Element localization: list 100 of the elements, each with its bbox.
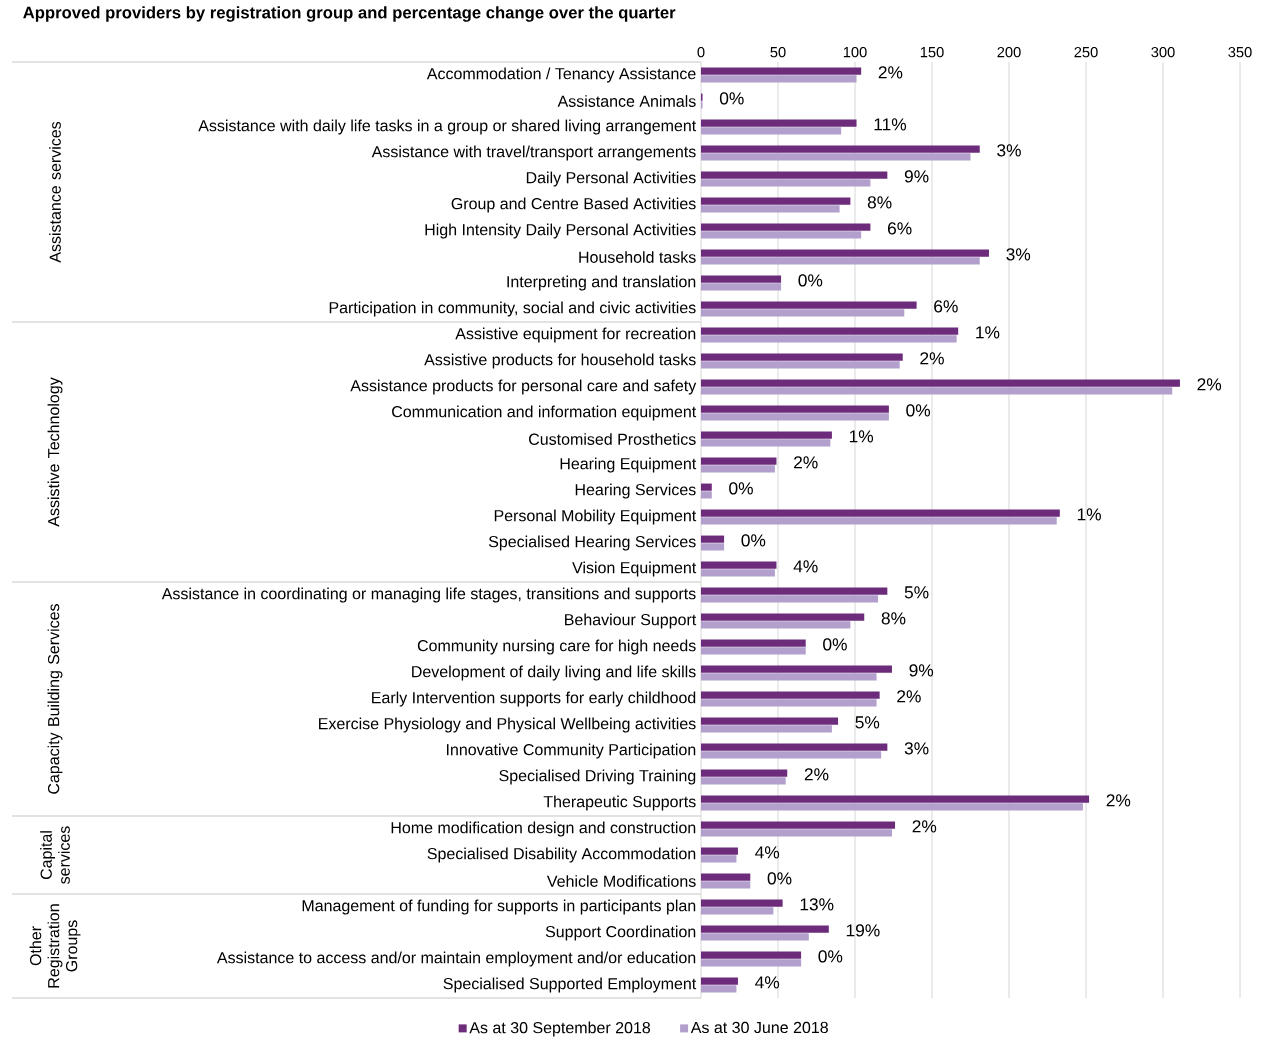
bar: [701, 925, 829, 933]
y-tick-label: Assistive products for household tasks: [424, 353, 696, 369]
text: Assistance services: [49, 121, 61, 263]
bar: [701, 275, 782, 283]
y-tick-label: Assistance in coordinating or managing life stages, transitions and supports: [161, 587, 696, 603]
bar: [701, 491, 712, 499]
text: Assistive Technology: [47, 377, 63, 527]
annotation: 6%: [887, 222, 912, 235]
annotation: 2%: [897, 690, 921, 703]
legend-label: As at 30 June 2018: [690, 1021, 828, 1034]
annotation: 3%: [904, 742, 929, 755]
bar: [701, 665, 892, 673]
bar: [701, 179, 871, 187]
y-tick-label: Support Coordination: [545, 925, 696, 941]
annotation: 2%: [920, 352, 944, 365]
y-tick-label: Development of daily living and life skills: [412, 665, 696, 681]
bar: [701, 361, 900, 369]
bar: [701, 569, 775, 577]
y-tick-label: High Intensity Daily Personal Activities: [425, 223, 696, 239]
y-tick-label: Vehicle Modifications: [546, 875, 696, 887]
annotation: 0%: [729, 482, 753, 495]
annotation: 4%: [793, 560, 818, 573]
annotation: 5%: [904, 586, 929, 599]
bar: [701, 127, 842, 135]
bar: [701, 725, 832, 733]
annotation: 19%: [846, 924, 880, 937]
annotation: 1%: [1077, 508, 1101, 521]
annotation: 3%: [1006, 248, 1031, 261]
bar: [701, 145, 980, 153]
y-tick-label: Management of funding for supports in participants plan: [302, 899, 696, 915]
y-tick-label: Household tasks: [579, 251, 696, 263]
bar: [701, 335, 957, 343]
y-tick-label: Assistance to access and/or maintain employment and/or education: [216, 951, 696, 967]
annotation: 9%: [909, 664, 934, 677]
bar: [701, 959, 802, 967]
bar: [701, 301, 917, 309]
y-tick-label: Behaviour Support: [565, 613, 697, 629]
bar: [701, 899, 783, 907]
bar: [701, 587, 888, 595]
bar: [701, 353, 903, 361]
bar: [701, 405, 889, 413]
bar: [701, 717, 839, 725]
bar: [701, 153, 971, 161]
text: Other Registration Groups: [29, 904, 81, 988]
y-tick-label: Daily Personal Activities: [526, 171, 696, 187]
bar: [701, 231, 862, 239]
annotation: 8%: [867, 196, 892, 209]
bar: [701, 985, 737, 993]
x-tick-label: 150: [920, 46, 944, 58]
y-tick-label: Therapeutic Supports: [543, 795, 696, 811]
bar: [701, 933, 809, 941]
y-tick-label: Accommodation / Tenancy Assistance: [426, 67, 696, 83]
annotation: 1%: [849, 430, 874, 443]
y-tick-label: Vision Equipment: [572, 561, 697, 577]
bar: [701, 535, 725, 543]
annotation: 4%: [755, 846, 780, 859]
annotation: 3%: [997, 144, 1021, 157]
bar: [701, 327, 959, 335]
bar: [701, 413, 889, 421]
y-tick-label: Interpreting and translation: [507, 275, 696, 291]
y-tick-label: Early Intervention supports for early childhood: [372, 691, 696, 707]
y-tick-label: Customised Prosthetics: [529, 433, 696, 445]
x-tick-label: 0: [697, 46, 705, 58]
y-tick-label: Hearing Services: [575, 483, 696, 499]
bar: [701, 67, 862, 75]
bar: [701, 873, 751, 881]
bar: [701, 457, 777, 465]
y-tick-label: Specialised Supported Employment: [443, 977, 697, 993]
y-tick-label: Specialised Hearing Services: [488, 535, 696, 551]
bar: [701, 803, 1083, 811]
bar: [701, 197, 851, 205]
bar: [701, 673, 877, 681]
bar: [701, 257, 980, 265]
bar: [701, 223, 871, 231]
text: Capacity Building Services: [47, 604, 63, 794]
x-tick-label: 250: [1074, 46, 1098, 58]
bar: [701, 951, 802, 959]
bar: [701, 647, 806, 655]
y-tick-label: Hearing Equipment: [560, 457, 697, 473]
y-tick-label: Exercise Physiology and Physical Wellbeing activities: [319, 717, 696, 733]
bar: [701, 595, 879, 603]
x-tick-label: 200: [997, 46, 1021, 58]
bar: [701, 777, 786, 785]
bar: [701, 561, 777, 569]
x-tick-label: 350: [1228, 46, 1252, 58]
x-tick-label: 50: [770, 46, 786, 58]
annotation: 2%: [878, 66, 903, 79]
bar: [701, 387, 1173, 395]
y-tick-label: Group and Centre Based Activities: [451, 197, 696, 213]
y-tick-label: Assistance products for personal care and safety: [350, 379, 697, 395]
y-tick-label: Assistance with travel/transport arrangements: [371, 145, 696, 161]
annotation: 9%: [904, 170, 929, 183]
y-tick-label: Assistance with daily life tasks in a group or shared living arrangement: [198, 119, 697, 135]
annotation: 1%: [976, 326, 1000, 339]
annotation: 0%: [818, 950, 843, 963]
bar: [701, 465, 775, 473]
annotation: 4%: [755, 976, 780, 989]
annotation: 2%: [794, 456, 818, 469]
y-tick-label: Innovative Community Participation: [446, 743, 696, 759]
annotation: 0%: [719, 92, 744, 105]
